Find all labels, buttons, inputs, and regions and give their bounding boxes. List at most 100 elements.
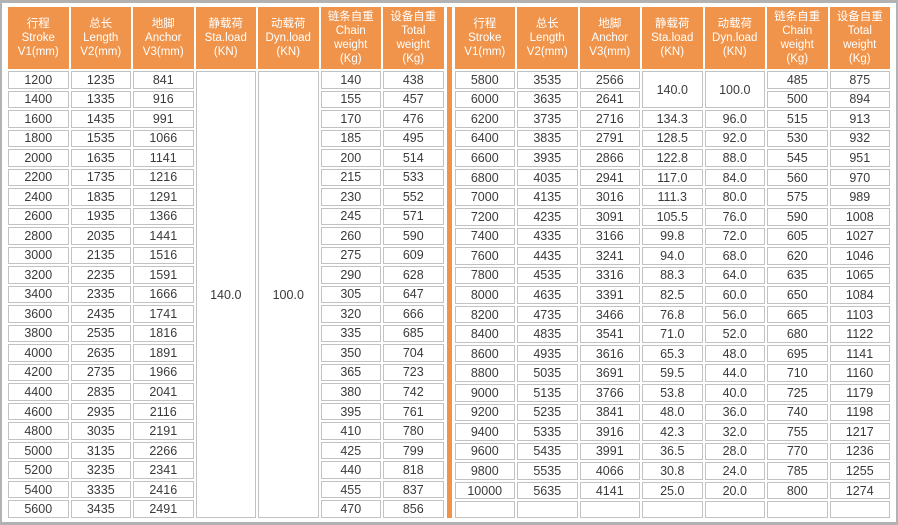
table-row: 8600 4935 3616 65.3 48.0 695 1141 — [454, 344, 890, 363]
cell: 395 — [320, 402, 381, 421]
cell: 3391 — [579, 286, 640, 304]
cell: 1217 — [829, 423, 890, 441]
cell: 3991 — [579, 442, 640, 461]
cell — [829, 501, 890, 518]
cell: 140 — [320, 71, 381, 89]
cell: 2266 — [133, 441, 194, 460]
cell: 5435 — [517, 442, 578, 461]
column-header: 动载荷 Dyn.load (KN) — [258, 7, 319, 69]
cell: 2635 — [70, 344, 131, 362]
cell — [454, 501, 515, 518]
cell: 1435 — [70, 110, 131, 128]
cell: 991 — [133, 110, 194, 128]
table-row: 9000 5135 3766 53.8 40.0 725 1179 — [454, 384, 890, 402]
cell: 875 — [829, 71, 890, 89]
table-row: 1600 1435 991 170 476 — [8, 110, 444, 128]
cell: 320 — [320, 305, 381, 323]
cell: 4135 — [517, 188, 578, 206]
cell: 36.0 — [704, 403, 765, 422]
header-row-right: 行程 Stroke V1(mm) 总长 Length V2(mm) 地脚 Anchor V3(m… — [454, 7, 890, 69]
column-header: 总长 Length V2(mm) — [70, 7, 131, 69]
cell: 72.0 — [704, 227, 765, 246]
cell: 2200 — [8, 168, 69, 187]
cell: 9600 — [454, 442, 515, 461]
cell: 5135 — [517, 384, 578, 402]
cell: 916 — [133, 90, 194, 109]
table-row: 1200 1235 841 140.0 100.0 140 438 — [8, 71, 444, 518]
cell: 560 — [767, 168, 828, 187]
cell: 5235 — [517, 403, 578, 422]
cell: 6400 — [454, 129, 515, 148]
cell: 5400 — [8, 480, 69, 499]
cell: 230 — [320, 188, 381, 206]
cell: 740 — [767, 403, 828, 422]
table-row: 9200 5235 3841 48.0 36.0 740 1198 — [454, 403, 890, 422]
table-row: 7200 4235 3091 105.5 76.0 590 1008 — [454, 207, 890, 226]
table-row: 6200 3735 2716 134.3 96.0 515 913 — [454, 110, 890, 128]
cell: 913 — [829, 110, 890, 128]
cell: 1200 — [8, 71, 69, 89]
cell — [517, 501, 578, 518]
cell: 710 — [767, 364, 828, 382]
cell: 1966 — [133, 363, 194, 382]
cell: 770 — [767, 442, 828, 461]
cell: 4335 — [517, 227, 578, 246]
cell: 96.0 — [704, 110, 765, 128]
column-header: 静载荷 Sta.load (KN) — [195, 7, 256, 69]
cell: 1535 — [70, 129, 131, 148]
cell: 42.3 — [642, 423, 703, 441]
table-row: 7000 4135 3016 111.3 80.0 575 989 — [454, 188, 890, 206]
column-header: 设备自重 Total weight (Kg) — [383, 7, 444, 69]
cell: 723 — [383, 363, 444, 382]
cell: 3635 — [517, 90, 578, 109]
cell: 495 — [383, 129, 444, 148]
cell: 3316 — [579, 266, 640, 285]
cell: 100.0 — [704, 71, 765, 109]
cell: 1735 — [70, 168, 131, 187]
cell: 514 — [383, 149, 444, 167]
cell: 500 — [767, 90, 828, 109]
column-header: 动载荷 Dyn.load (KN) — [704, 7, 765, 69]
column-header: 链条自重 Chain weight (Kg) — [320, 7, 381, 69]
cell: 3691 — [579, 364, 640, 382]
cell: 20.0 — [704, 481, 765, 500]
cell: 1591 — [133, 266, 194, 284]
table-row: 4800 3035 2191 410 780 — [8, 422, 444, 440]
cell: 32.0 — [704, 423, 765, 441]
cell: 3916 — [579, 423, 640, 441]
column-header: 行程 Stroke V1(mm) — [454, 7, 515, 69]
cell: 9400 — [454, 423, 515, 441]
cell: 76.8 — [642, 305, 703, 324]
cell: 665 — [767, 305, 828, 324]
cell: 1935 — [70, 207, 131, 226]
cell: 2035 — [70, 227, 131, 245]
cell: 3466 — [579, 305, 640, 324]
cell: 6600 — [454, 149, 515, 167]
cell: 2800 — [8, 227, 69, 245]
cell: 530 — [767, 129, 828, 148]
cell: 5335 — [517, 423, 578, 441]
cell: 2041 — [133, 383, 194, 401]
table-row: 5000 3135 2266 425 799 — [8, 441, 444, 460]
cell: 590 — [383, 227, 444, 245]
cell: 590 — [767, 207, 828, 226]
table-row: 1800 1535 1066 185 495 — [8, 129, 444, 148]
cell: 5800 — [454, 71, 515, 89]
cell: 785 — [767, 462, 828, 480]
cell: 1084 — [829, 286, 890, 304]
table-row: 7600 4435 3241 94.0 68.0 620 1046 — [454, 247, 890, 265]
cell: 800 — [767, 481, 828, 500]
cell: 155 — [320, 90, 381, 109]
cell: 4235 — [517, 207, 578, 226]
cell: 44.0 — [704, 364, 765, 382]
cell: 128.5 — [642, 129, 703, 148]
cell: 1027 — [829, 227, 890, 246]
cell: 3835 — [517, 129, 578, 148]
cell: 2116 — [133, 402, 194, 421]
cell: 837 — [383, 480, 444, 499]
cell: 609 — [383, 246, 444, 265]
cell: 1122 — [829, 325, 890, 343]
cell: 5535 — [517, 462, 578, 480]
cell: 4835 — [517, 325, 578, 343]
